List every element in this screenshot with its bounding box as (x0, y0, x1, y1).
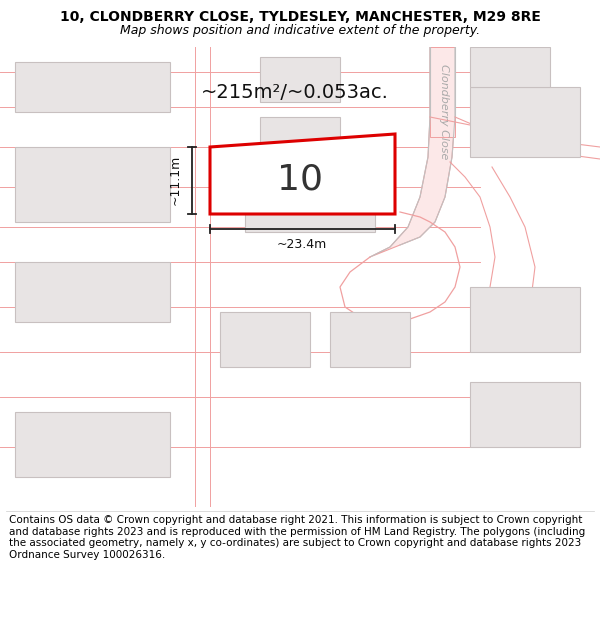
Bar (470, 287, 580, 352)
Text: 10, CLONDBERRY CLOSE, TYLDESLEY, MANCHESTER, M29 8RE: 10, CLONDBERRY CLOSE, TYLDESLEY, MANCHES… (59, 11, 541, 24)
Bar (15, 147, 170, 222)
Bar (470, 87, 580, 157)
Text: Clondberry Close: Clondberry Close (439, 64, 449, 159)
Text: ~11.1m: ~11.1m (169, 155, 182, 205)
Bar (430, 47, 455, 137)
Text: ~23.4m: ~23.4m (277, 238, 327, 251)
Text: Map shows position and indicative extent of the property.: Map shows position and indicative extent… (120, 24, 480, 37)
Bar (260, 117, 340, 162)
Bar (470, 382, 580, 447)
Polygon shape (370, 47, 455, 257)
Bar (245, 162, 375, 232)
Text: ~215m²/~0.053ac.: ~215m²/~0.053ac. (201, 82, 389, 101)
Text: Contains OS data © Crown copyright and database right 2021. This information is : Contains OS data © Crown copyright and d… (9, 515, 585, 560)
Polygon shape (210, 134, 395, 214)
Bar (470, 47, 550, 87)
Bar (330, 312, 410, 367)
Bar (15, 62, 170, 112)
Text: 10: 10 (277, 162, 323, 196)
Bar (15, 412, 170, 477)
Bar (220, 312, 310, 367)
Bar (260, 57, 340, 102)
Bar (15, 262, 170, 322)
